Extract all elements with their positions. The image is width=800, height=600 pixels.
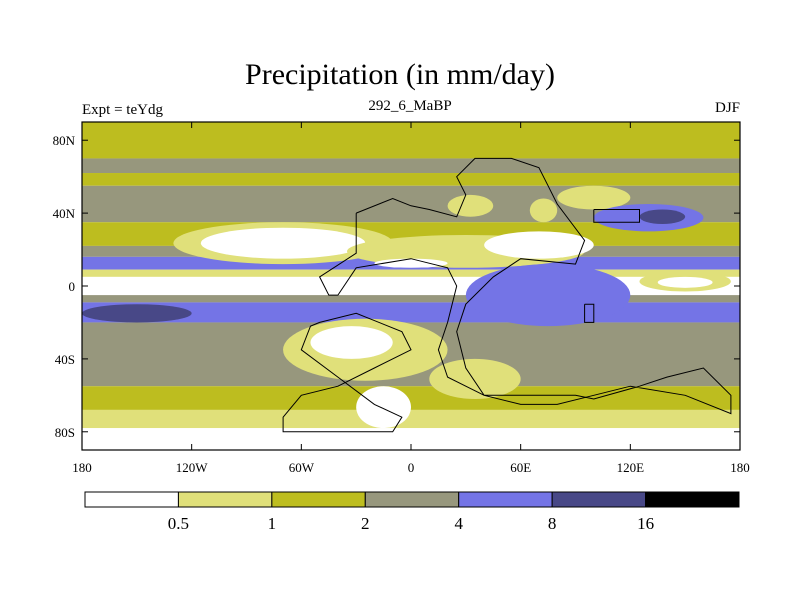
colorbar-label: 16 <box>637 514 654 533</box>
coastlines <box>282 157 732 433</box>
precipitation-field <box>82 122 740 450</box>
y-tick-label: 40S <box>55 352 75 367</box>
precip-patch <box>639 209 686 225</box>
precip-patch <box>374 258 448 268</box>
experiment-label: Expt = teYdg <box>82 102 163 118</box>
x-tick-label: 60W <box>289 460 315 475</box>
y-tick-label: 80S <box>55 425 75 440</box>
coastline-northern-continent <box>318 157 732 415</box>
colorbar-label: 1 <box>268 514 277 533</box>
colorbar-swatch <box>364 491 460 508</box>
precip-patch <box>310 326 393 359</box>
precip-patch <box>557 185 631 210</box>
precip-patch <box>465 264 631 327</box>
colorbar-label: 4 <box>454 514 463 533</box>
x-axis: 180 120W 60W 0 60E 120E 180 <box>72 122 750 475</box>
precip-patch <box>200 227 366 259</box>
colorbar-swatch <box>271 491 366 508</box>
precip-patch <box>82 304 192 323</box>
chart-title: Precipitation (in mm/day) <box>245 58 555 91</box>
y-tick-label: 40N <box>53 206 76 221</box>
precip-band <box>82 269 740 277</box>
y-axis: 80N 40N 0 40S 80S <box>53 133 740 440</box>
x-tick-label: 0 <box>408 460 415 475</box>
precip-band <box>82 158 740 174</box>
y-tick-label: 80N <box>53 133 76 148</box>
precip-band <box>82 386 740 410</box>
precip-band <box>82 173 740 186</box>
colorbar-swatch <box>458 491 553 508</box>
precip-band <box>82 428 740 450</box>
precip-patch <box>447 194 494 217</box>
x-tick-label: 180 <box>72 460 92 475</box>
coastline-island-a <box>584 303 595 323</box>
precip-patch <box>657 276 713 288</box>
colorbar-swatch <box>645 491 740 508</box>
colorbar-label: 2 <box>361 514 370 533</box>
colorbar: 0.5 1 2 4 8 16 <box>84 491 740 533</box>
y-tick-label: 0 <box>69 279 76 294</box>
precip-patch <box>429 358 521 399</box>
coastline-island-b <box>593 209 640 223</box>
colorbar-swatch <box>551 491 647 508</box>
x-tick-label: 180 <box>730 460 750 475</box>
period-label: 292_6_MaBP <box>368 98 452 114</box>
precip-band <box>82 122 740 159</box>
x-tick-label: 120E <box>617 460 645 475</box>
coastline-southern-continent <box>282 312 412 433</box>
colorbar-swatch <box>177 491 273 508</box>
x-tick-label: 60E <box>510 460 531 475</box>
precip-band <box>82 409 740 429</box>
precip-patch <box>529 198 558 223</box>
colorbar-label: 8 <box>548 514 557 533</box>
precip-band <box>82 295 740 303</box>
season-label: DJF <box>714 100 740 116</box>
precip-patch <box>356 386 412 429</box>
colorbar-swatch <box>84 491 179 508</box>
x-tick-label: 120W <box>176 460 209 475</box>
colorbar-label: 0.5 <box>168 514 189 533</box>
precip-patch <box>484 231 594 259</box>
